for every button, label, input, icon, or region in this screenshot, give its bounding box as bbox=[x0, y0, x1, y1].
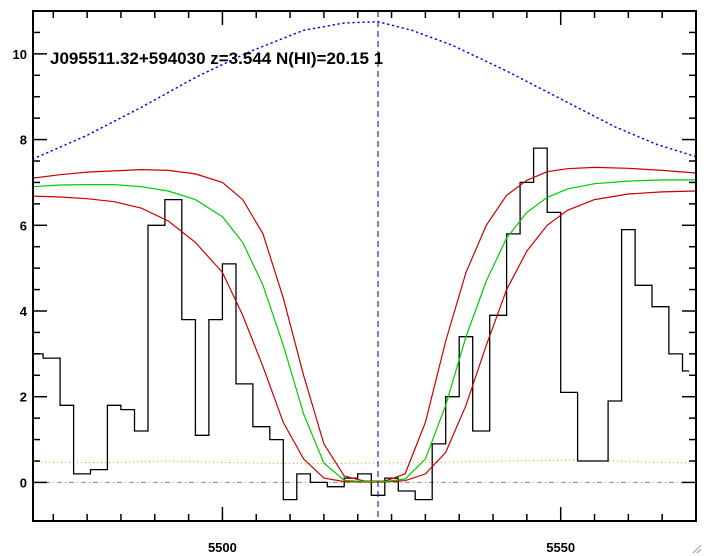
y-tick-label: 10 bbox=[13, 47, 27, 62]
fit-upper-bound-line bbox=[32, 166, 697, 482]
plot-frame bbox=[32, 10, 697, 522]
fit-lower-bound-line bbox=[32, 190, 697, 483]
resize-grip-icon[interactable] bbox=[690, 542, 702, 554]
error-spectrum-line bbox=[32, 459, 697, 465]
y-tick-label: 8 bbox=[20, 133, 27, 148]
voigt-fit-line bbox=[32, 179, 696, 483]
y-tick-label: 2 bbox=[20, 390, 27, 405]
spectrum-histogram bbox=[33, 147, 690, 501]
y-tick-label: 4 bbox=[20, 304, 28, 319]
x-tick-label: 5550 bbox=[546, 540, 575, 555]
continuum-line bbox=[32, 20, 697, 160]
spectrum-annotation: J095511.32+594030 z=3.544 N(HI)=20.15 1 bbox=[50, 49, 383, 68]
x-tick-label: 5500 bbox=[208, 540, 237, 555]
y-tick-label: 0 bbox=[20, 475, 27, 490]
y-tick-label: 6 bbox=[20, 218, 27, 233]
